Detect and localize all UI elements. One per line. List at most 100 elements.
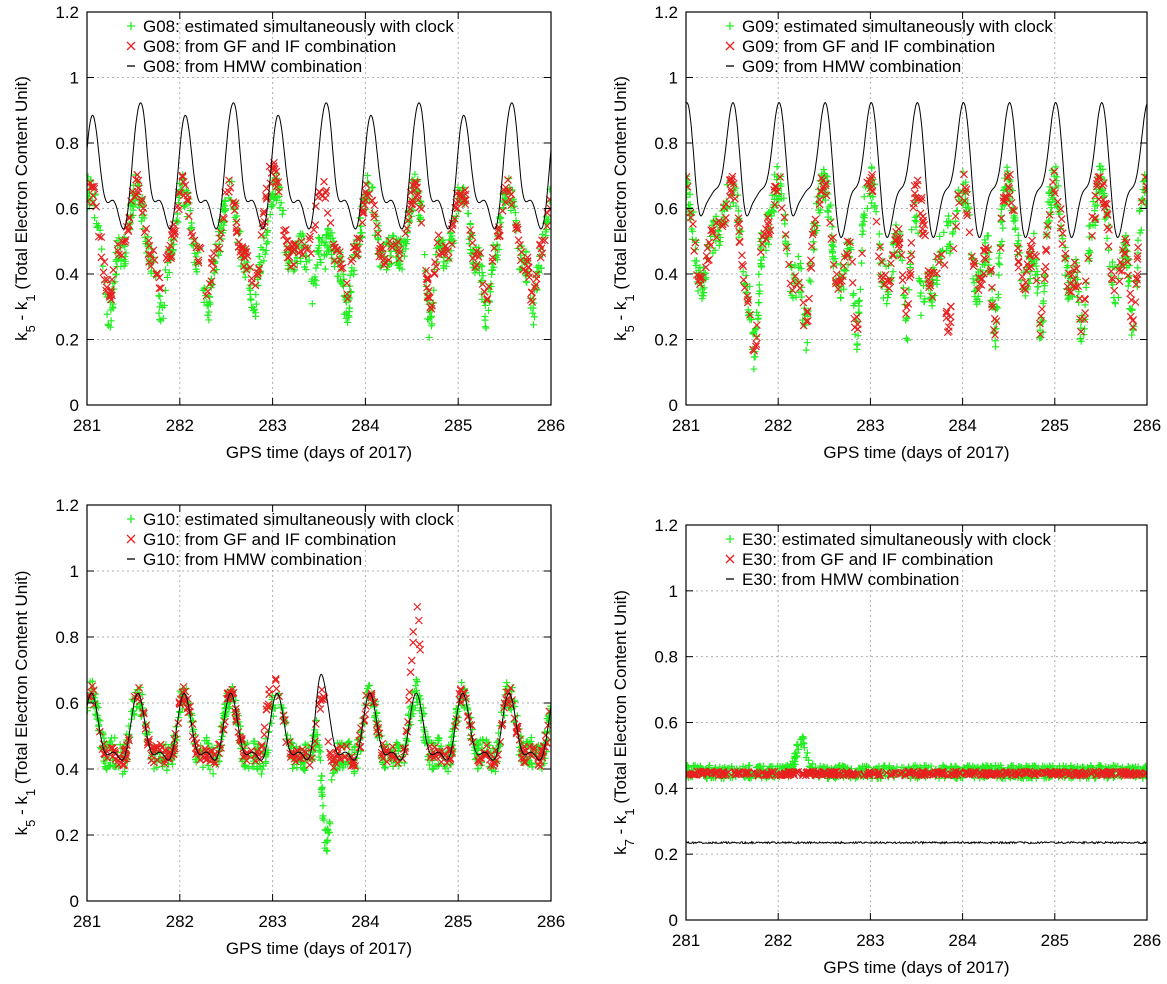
data-point xyxy=(512,729,521,738)
data-point xyxy=(324,226,332,234)
data-point xyxy=(906,256,915,265)
data-point xyxy=(232,218,241,227)
data-point xyxy=(149,246,158,255)
data-point xyxy=(413,189,422,198)
data-point xyxy=(132,175,141,184)
data-point xyxy=(980,254,989,263)
y-tick-label: 0.2 xyxy=(654,331,678,350)
data-point xyxy=(762,235,771,243)
data-point xyxy=(206,747,215,756)
data-point xyxy=(892,236,901,245)
data-point xyxy=(995,254,1003,262)
data-point xyxy=(482,741,491,750)
data-point xyxy=(821,179,830,188)
data-point xyxy=(147,250,155,259)
data-point xyxy=(491,768,499,776)
data-point xyxy=(108,752,117,761)
data-point xyxy=(872,208,880,216)
data-point xyxy=(926,281,935,290)
data-point xyxy=(1021,278,1030,287)
data-point xyxy=(693,270,701,279)
data-point xyxy=(357,724,365,732)
data-point xyxy=(323,208,332,217)
data-point xyxy=(433,238,442,247)
data-point xyxy=(122,222,131,231)
data-point xyxy=(413,602,422,611)
data-point xyxy=(368,196,377,205)
data-point xyxy=(142,224,151,233)
data-point xyxy=(1001,197,1009,206)
data-point xyxy=(1036,326,1044,334)
data-point xyxy=(1133,252,1142,261)
data-point xyxy=(100,749,109,758)
data-point xyxy=(190,242,198,250)
data-point xyxy=(203,287,212,296)
data-point xyxy=(1006,191,1014,200)
data-point xyxy=(486,288,494,296)
data-point xyxy=(328,250,336,258)
data-point xyxy=(1121,235,1130,244)
data-point xyxy=(758,232,767,241)
data-point xyxy=(689,762,697,770)
data-point xyxy=(975,280,984,289)
data-point xyxy=(726,185,735,194)
data-point xyxy=(886,277,895,286)
data-point xyxy=(206,298,214,306)
legend-marker xyxy=(127,515,135,523)
data-point xyxy=(415,640,424,649)
data-point xyxy=(996,249,1004,257)
data-point xyxy=(853,320,862,329)
data-point xyxy=(1081,295,1090,304)
data-point xyxy=(752,333,761,342)
data-point xyxy=(842,249,851,258)
data-point xyxy=(1057,215,1066,224)
data-point xyxy=(960,170,968,179)
data-point xyxy=(782,243,791,252)
data-point xyxy=(404,216,413,225)
data-point xyxy=(949,244,958,253)
data-point xyxy=(444,254,453,262)
data-point xyxy=(860,211,868,219)
data-point xyxy=(696,280,704,289)
data-point xyxy=(272,167,281,176)
data-point xyxy=(946,318,955,327)
data-point xyxy=(752,321,761,330)
data-point xyxy=(920,282,928,290)
data-point xyxy=(267,719,275,727)
data-point xyxy=(906,267,915,276)
data-point xyxy=(89,198,98,207)
data-point xyxy=(308,300,316,308)
data-point xyxy=(183,197,192,205)
data-point xyxy=(994,762,1002,770)
data-point xyxy=(232,228,241,237)
data-point xyxy=(349,243,358,252)
data-point xyxy=(524,263,533,271)
data-point xyxy=(828,246,836,254)
data-point xyxy=(952,222,961,231)
data-point xyxy=(775,196,783,204)
data-point xyxy=(1059,235,1067,243)
data-point xyxy=(237,736,246,744)
data-point xyxy=(750,365,758,373)
data-point xyxy=(503,679,511,687)
data-point xyxy=(315,234,323,242)
data-point xyxy=(189,717,197,725)
data-point xyxy=(432,262,441,271)
data-point xyxy=(848,278,857,287)
data-point xyxy=(838,272,847,281)
data-point xyxy=(979,269,988,278)
data-point xyxy=(1034,283,1042,291)
data-point xyxy=(803,308,812,317)
data-point xyxy=(906,264,914,272)
data-point xyxy=(794,253,802,261)
data-point xyxy=(422,266,430,275)
data-point xyxy=(691,238,700,247)
y-axis-label: k5 - k1 (Total Electron Content Unit) xyxy=(12,571,38,836)
data-point xyxy=(471,263,480,272)
data-point xyxy=(421,251,429,259)
data-point xyxy=(464,209,472,217)
data-point xyxy=(1093,182,1101,191)
data-point xyxy=(462,694,470,703)
data-point xyxy=(260,723,269,732)
y-tick-label: 0.6 xyxy=(654,200,678,219)
